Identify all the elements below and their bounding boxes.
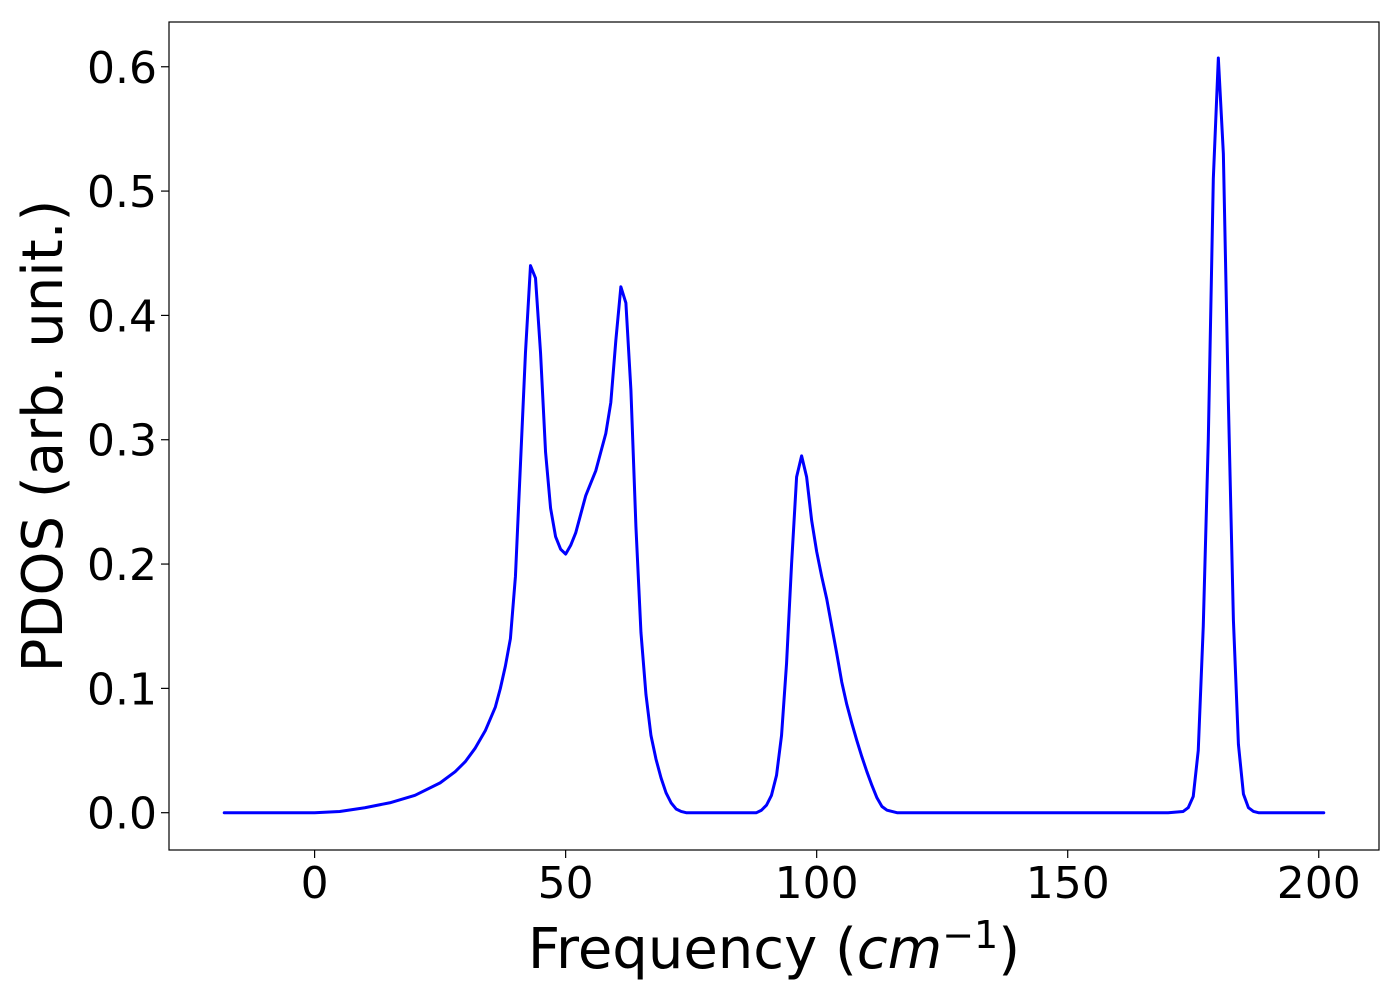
y-tick-label: 0.3	[87, 416, 157, 467]
x-axis-ticks: 0 50 100 150 200	[301, 850, 1361, 909]
series-line-0	[222, 56, 1326, 815]
x-axis-title-unit: cm	[857, 917, 942, 982]
x-tick-label: 50	[538, 858, 594, 909]
x-tick-label: 150	[1026, 858, 1110, 909]
y-tick-label: 0.6	[87, 43, 157, 94]
plot-area	[168, 21, 1380, 851]
x-axis-title-text: Frequency	[528, 917, 817, 982]
y-tick-label: 0.0	[87, 789, 157, 840]
x-tick-label: 200	[1277, 858, 1361, 909]
y-axis-title: PDOS (arb. unit.)	[11, 200, 76, 673]
y-axis-ticks: 0.0 0.1 0.2 0.3 0.4 0.5 0.6	[87, 43, 169, 840]
x-tick-label: 0	[301, 858, 329, 909]
plot-frame	[168, 21, 1380, 851]
x-tick-label: 100	[775, 858, 859, 909]
x-axis-title: Frequency (cm−1)	[528, 913, 1020, 982]
y-tick-label: 0.4	[87, 291, 157, 342]
y-tick-label: 0.2	[87, 540, 157, 591]
x-axis-title-exponent: −1	[942, 913, 998, 957]
y-tick-label: 0.5	[87, 167, 157, 218]
y-tick-label: 0.1	[87, 664, 157, 715]
